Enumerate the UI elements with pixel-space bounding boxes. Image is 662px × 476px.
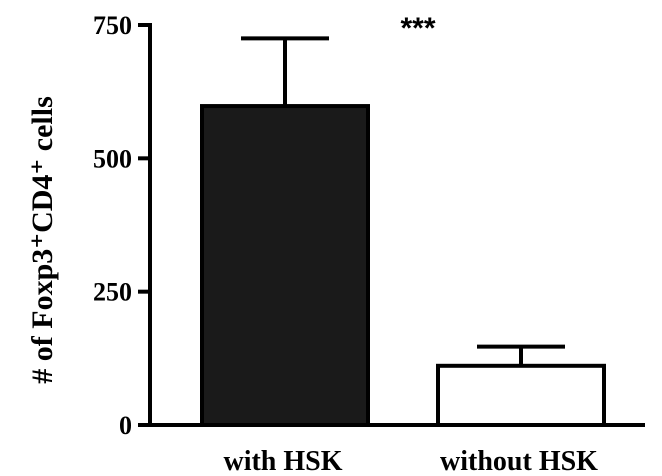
y-tick-label-1: 250 — [93, 278, 132, 307]
error-bars — [241, 36, 565, 366]
x-category-label-1: without HSK — [440, 446, 598, 476]
y-tick-label-3: 750 — [93, 11, 132, 40]
y-axis-ticks: 0 250 500 750 — [93, 11, 150, 440]
y-axis-title: # of Foxp3⁺CD4⁺ cells — [26, 96, 59, 383]
x-category-label-0: with HSK — [223, 446, 342, 476]
bar-1 — [436, 363, 606, 427]
y-tick-label-0: 0 — [119, 411, 132, 440]
y-tick-label-2: 500 — [93, 144, 132, 173]
bar-0 — [200, 104, 370, 427]
x-axis-category-labels: with HSK without HSK — [223, 446, 598, 476]
significance-annotation: *** — [400, 12, 435, 45]
bars — [200, 104, 606, 427]
